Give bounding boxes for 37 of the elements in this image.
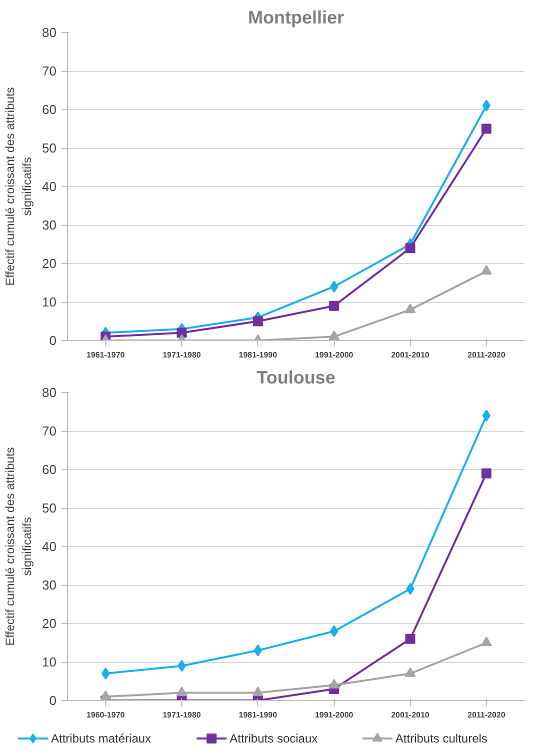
y-tick-label: 10: [42, 654, 57, 670]
x-tick-label: 2001-2010: [391, 350, 430, 360]
y-tick-label: 50: [42, 140, 57, 156]
legend-label: Attributs sociaux: [230, 732, 318, 746]
x-tick-label: 1960-1970: [86, 710, 126, 720]
x-tick-label: 1991-2000: [314, 350, 354, 360]
chart-title: Toulouse: [256, 368, 336, 388]
y-tick-label: 40: [42, 179, 57, 194]
y-tick-label: 80: [42, 25, 57, 40]
y-tick-label: 70: [42, 424, 57, 438]
x-tick-label: 1971-1980: [162, 710, 202, 720]
y-tick-label: 10: [42, 294, 57, 310]
x-tick-label: 1971-1980: [162, 350, 202, 360]
x-tick-label: 2011-2020: [468, 350, 506, 360]
y-tick-label: 20: [42, 256, 57, 271]
x-tick-label: 1961-1970: [86, 350, 126, 360]
y-tick-label: 60: [42, 462, 57, 477]
legend-label: Attributs culturels: [395, 732, 488, 746]
y-tick-label: 30: [42, 578, 57, 592]
y-tick-label: 0: [49, 333, 57, 348]
x-tick-label: 1981-1990: [238, 350, 278, 360]
x-tick-label: 1991-2000: [314, 710, 354, 720]
y-tick-label: 30: [42, 218, 57, 232]
y-tick-label: 50: [42, 500, 57, 516]
legend-label: Attributs matériaux: [51, 732, 152, 746]
y-tick-label: 20: [42, 616, 57, 631]
y-tick-label: 80: [42, 385, 57, 400]
x-tick-label: 2011-2020: [468, 710, 506, 720]
y-axis-title: Effectif cumulé croissant des attributs significatifs: [3, 447, 34, 646]
y-axis-title: Effectif cumulé croissant des attributs significatifs: [3, 87, 34, 286]
x-tick-label: 1981-1990: [238, 710, 278, 720]
chart-title: Montpellier: [248, 8, 344, 28]
y-tick-label: 0: [49, 693, 57, 708]
x-tick-label: 2001-2010: [391, 710, 430, 720]
y-tick-label: 70: [42, 64, 57, 78]
y-tick-label: 60: [42, 102, 57, 117]
y-tick-label: 40: [42, 539, 57, 554]
